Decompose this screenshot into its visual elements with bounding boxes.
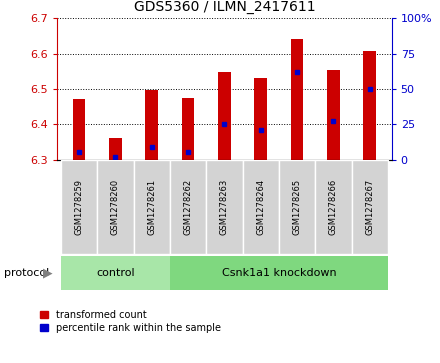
Bar [170,160,206,254]
Text: GSM1278264: GSM1278264 [256,179,265,235]
Bar [133,160,170,254]
Bar [291,39,304,160]
Text: GSM1278261: GSM1278261 [147,179,156,235]
Bar [73,99,85,160]
Bar [242,160,279,254]
Bar [315,160,352,254]
Legend: transformed count, percentile rank within the sample: transformed count, percentile rank withi… [40,310,220,333]
Text: GSM1278259: GSM1278259 [74,179,84,235]
Bar [218,72,231,160]
Bar [254,78,267,160]
Text: Csnk1a1 knockdown: Csnk1a1 knockdown [222,268,336,278]
Bar [182,98,194,160]
Text: protocol: protocol [4,268,50,278]
Text: GSM1278267: GSM1278267 [365,179,374,235]
Title: GDS5360 / ILMN_2417611: GDS5360 / ILMN_2417611 [134,0,315,15]
Text: ▶: ▶ [43,267,53,280]
Text: control: control [96,268,135,278]
Bar [363,51,376,160]
Bar [279,160,315,254]
Bar [206,160,242,254]
Bar [352,160,388,254]
Bar [327,70,340,160]
Text: GSM1278262: GSM1278262 [183,179,193,235]
Bar [61,256,170,290]
Text: GSM1278265: GSM1278265 [293,179,301,235]
Bar [145,90,158,160]
Bar [61,160,97,254]
Bar [170,256,388,290]
Text: GSM1278263: GSM1278263 [220,179,229,235]
Text: GSM1278260: GSM1278260 [111,179,120,235]
Bar [109,138,122,160]
Text: GSM1278266: GSM1278266 [329,179,338,235]
Bar [97,160,133,254]
